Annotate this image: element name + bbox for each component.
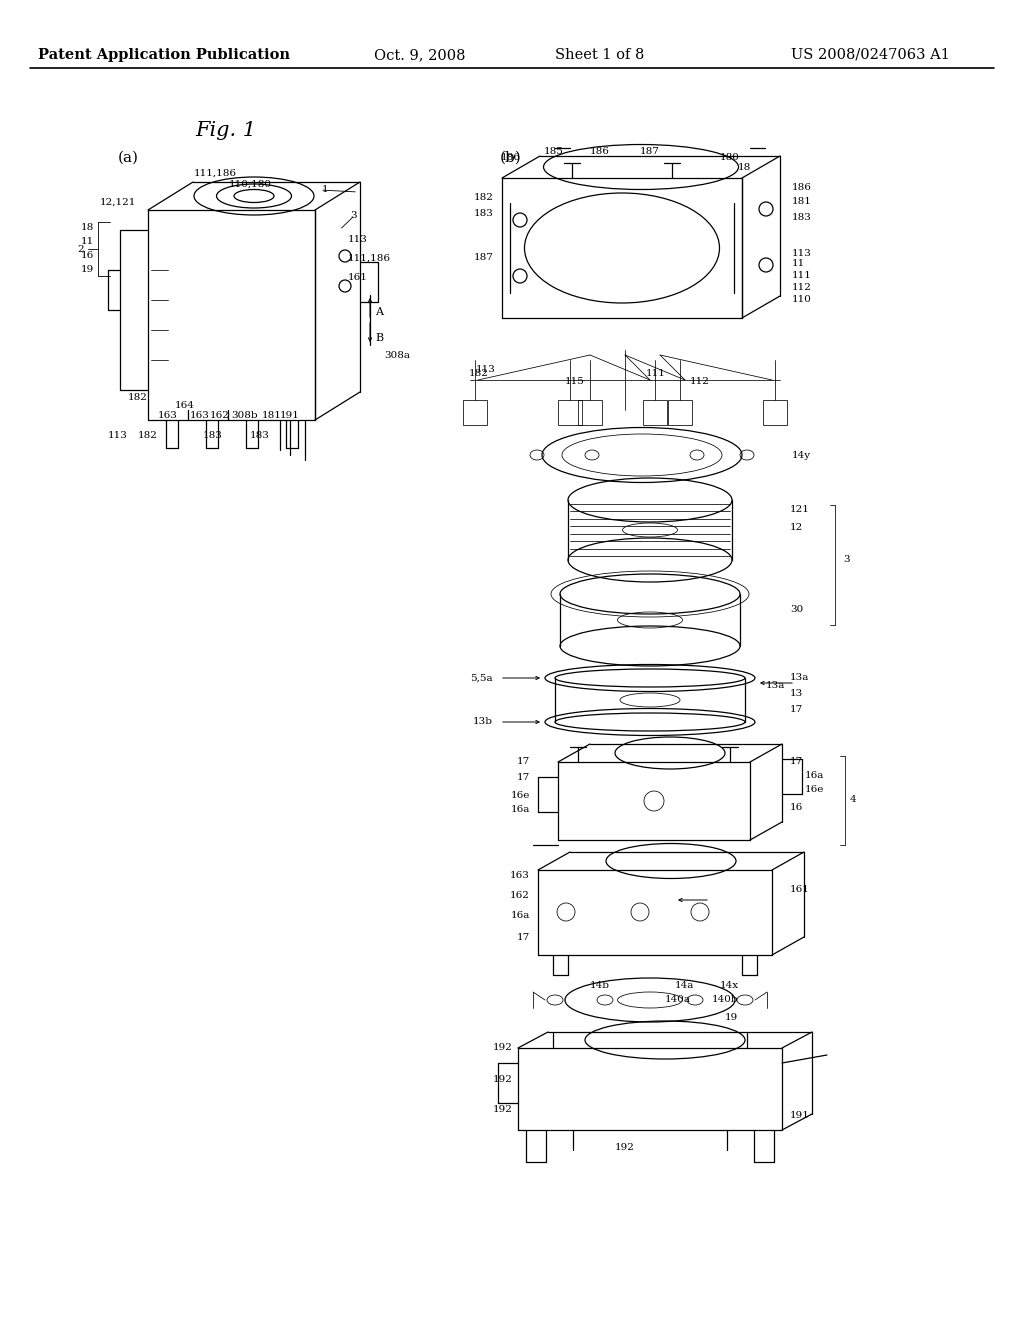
Text: 110,180: 110,180: [228, 180, 271, 189]
Text: 13b: 13b: [473, 718, 493, 726]
Text: 16: 16: [81, 252, 94, 260]
Text: 185: 185: [544, 148, 564, 157]
Bar: [463, 400, 487, 425]
Text: 17: 17: [790, 758, 803, 767]
Text: 162: 162: [210, 411, 230, 420]
Bar: [578, 400, 602, 425]
Text: 180: 180: [720, 153, 740, 162]
Text: Fig. 1: Fig. 1: [195, 120, 256, 140]
Text: 186: 186: [501, 153, 521, 162]
Text: Sheet 1 of 8: Sheet 1 of 8: [555, 48, 645, 62]
Text: 162: 162: [510, 891, 530, 899]
Text: 115: 115: [565, 378, 585, 387]
Text: 3: 3: [843, 556, 850, 565]
Text: 192: 192: [494, 1106, 513, 1114]
Text: 110: 110: [792, 296, 812, 305]
Text: 183: 183: [250, 430, 270, 440]
Text: (a): (a): [118, 150, 139, 165]
Text: 2: 2: [78, 244, 84, 253]
Text: 187: 187: [474, 253, 494, 263]
Text: 16a: 16a: [511, 911, 530, 920]
Bar: [643, 400, 667, 425]
Text: 186: 186: [792, 183, 812, 193]
Text: 30: 30: [790, 606, 803, 615]
Text: 187: 187: [640, 148, 659, 157]
Text: 14y: 14y: [792, 450, 811, 459]
Text: 17: 17: [517, 758, 530, 767]
Text: 4: 4: [850, 796, 857, 804]
Text: US 2008/0247063 A1: US 2008/0247063 A1: [791, 48, 949, 62]
Text: 183: 183: [203, 430, 223, 440]
Text: 13a: 13a: [790, 673, 809, 682]
Text: 16e: 16e: [805, 785, 824, 795]
Text: 12,121: 12,121: [99, 198, 136, 206]
Text: Patent Application Publication: Patent Application Publication: [38, 48, 290, 62]
Text: 113: 113: [109, 430, 128, 440]
Text: 121: 121: [790, 506, 810, 515]
Text: 308b: 308b: [231, 411, 258, 420]
Text: 181: 181: [792, 198, 812, 206]
Text: 111: 111: [646, 370, 666, 379]
Text: 16: 16: [790, 804, 803, 813]
Text: 163: 163: [158, 411, 178, 420]
Text: 112: 112: [792, 282, 812, 292]
Text: 14b: 14b: [590, 981, 610, 990]
Text: 113: 113: [792, 248, 812, 257]
Bar: [558, 400, 582, 425]
Text: 19: 19: [725, 1014, 738, 1023]
Text: 164: 164: [175, 400, 195, 409]
Text: 16a: 16a: [511, 805, 530, 814]
Text: 161: 161: [790, 886, 810, 895]
Text: 191: 191: [790, 1110, 810, 1119]
Text: 191: 191: [280, 411, 300, 420]
Text: B: B: [375, 333, 383, 343]
Text: 1: 1: [322, 186, 329, 194]
Text: 16e: 16e: [511, 791, 530, 800]
Text: 186: 186: [590, 148, 610, 157]
Text: 16a: 16a: [805, 771, 824, 780]
Text: 14a: 14a: [675, 981, 694, 990]
Text: 182: 182: [474, 194, 494, 202]
Text: 11: 11: [81, 238, 94, 247]
Text: 192: 192: [494, 1076, 513, 1085]
Bar: [763, 400, 787, 425]
Text: 308a: 308a: [384, 351, 410, 359]
Text: 113: 113: [476, 366, 496, 375]
Text: 19: 19: [81, 265, 94, 275]
Text: 161: 161: [348, 273, 368, 282]
Text: 140a: 140a: [665, 995, 691, 1005]
Text: 14x: 14x: [720, 981, 739, 990]
Text: 18: 18: [81, 223, 94, 232]
Text: Oct. 9, 2008: Oct. 9, 2008: [374, 48, 466, 62]
Text: 111,186: 111,186: [348, 253, 391, 263]
Text: 11: 11: [792, 260, 805, 268]
Text: 182: 182: [138, 430, 158, 440]
Text: 3: 3: [350, 210, 356, 219]
Text: 112: 112: [690, 378, 710, 387]
Text: 13: 13: [790, 689, 803, 697]
Text: (b): (b): [500, 150, 522, 165]
Text: 192: 192: [494, 1044, 513, 1052]
Text: 182: 182: [469, 368, 489, 378]
Text: 111,186: 111,186: [194, 169, 237, 177]
Text: 17: 17: [517, 774, 530, 783]
Text: 17: 17: [517, 933, 530, 942]
Text: 5,5a: 5,5a: [470, 673, 493, 682]
Text: 163: 163: [510, 870, 530, 879]
Text: 182: 182: [128, 393, 148, 403]
Bar: [668, 400, 692, 425]
Text: 17: 17: [790, 705, 803, 714]
Text: 13a: 13a: [766, 681, 785, 689]
Text: 113: 113: [348, 235, 368, 244]
Text: 181: 181: [262, 411, 282, 420]
Text: 111: 111: [792, 271, 812, 280]
Text: 192: 192: [615, 1143, 635, 1152]
Text: 12: 12: [790, 523, 803, 532]
Text: 140b: 140b: [712, 995, 738, 1005]
Text: 18: 18: [738, 164, 752, 173]
Text: 183: 183: [792, 213, 812, 222]
Text: A: A: [375, 308, 383, 317]
Text: 183: 183: [474, 209, 494, 218]
Text: 163: 163: [190, 411, 210, 420]
